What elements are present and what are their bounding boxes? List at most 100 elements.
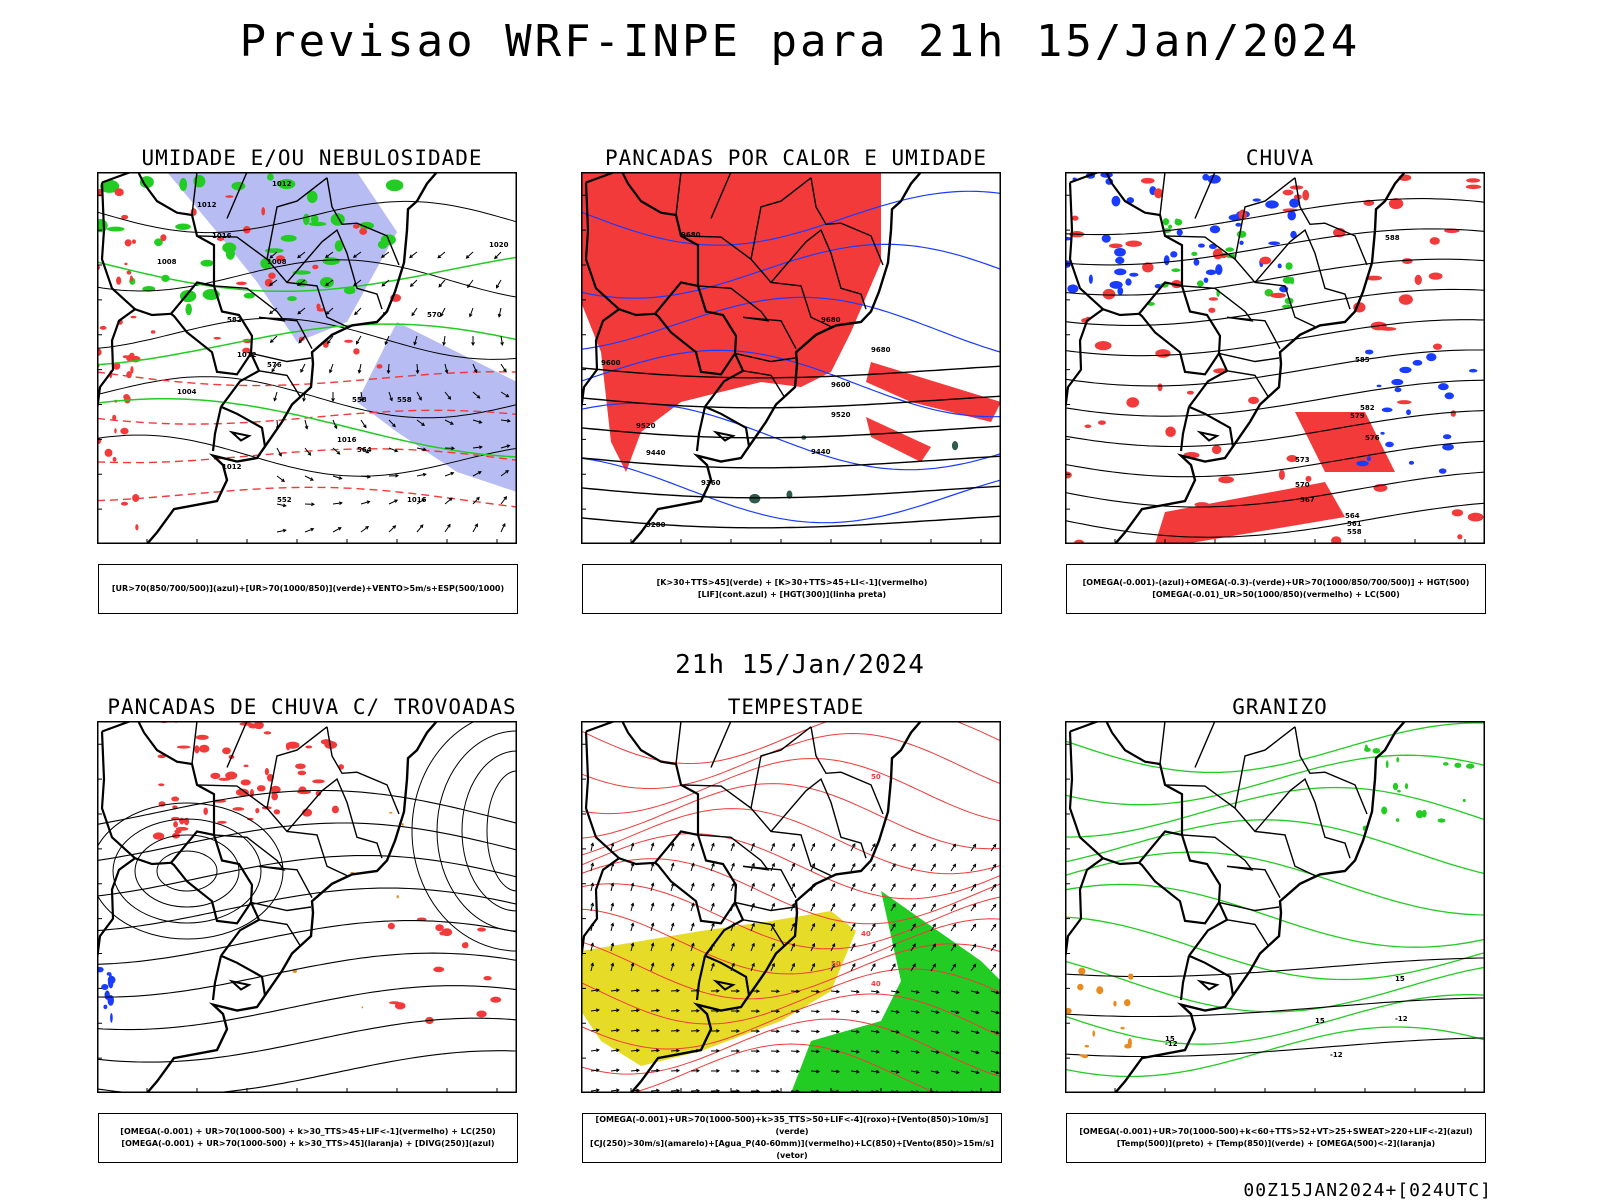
panel-umidade: UMIDADE E/OU NEBULOSIDADE 12S15S18S21S24…: [62, 146, 562, 624]
rain-red-cell: [1098, 420, 1106, 425]
temp850-small-contour: [1381, 807, 1387, 815]
legend-line-2: [Temp(500)](preto) + [Temp(850)](verde) …: [1067, 1138, 1485, 1150]
thickness-red-cell: [312, 265, 318, 270]
rain-red-cell: [1457, 534, 1462, 539]
temp850-small-contour: [1396, 818, 1399, 822]
mid-title: 21h 15/Jan/2024: [0, 650, 1600, 680]
omega500-orange-cell: [1128, 973, 1133, 979]
omega500-orange-cell: [1082, 1054, 1089, 1058]
rain-red-cell: [1126, 397, 1139, 407]
contour-label: 40: [861, 930, 871, 938]
thickness-red-cell: [114, 428, 116, 433]
omega-blue-cell: [1395, 387, 1402, 392]
rain-red-cell: [1429, 273, 1443, 280]
thickness-red-cell: [160, 234, 166, 241]
thickness-red-cell: [130, 316, 136, 319]
thunderstorm-red-cell: [298, 771, 307, 776]
panel-legend: [OMEGA(-0.001)+UR>70(1000-500)+k<60+TTS>…: [1066, 1113, 1486, 1163]
rain-red-cell: [1187, 391, 1194, 395]
rain-red-cell: [1415, 275, 1422, 285]
forecast-map: 12S15S18S21S24S27S30S33S36S39S42S70W65W6…: [1065, 172, 1485, 544]
omega-blue-cell: [1194, 259, 1200, 266]
omega-blue-cell: [1170, 251, 1177, 257]
thickness-red-cell: [353, 224, 360, 229]
thunderstorm-red-cell: [442, 928, 453, 936]
omega-blue-cell: [1409, 461, 1414, 465]
rain-red-cell: [1399, 294, 1413, 304]
thickness-red-cell: [214, 337, 221, 340]
humidity-low-level-cell: [281, 235, 297, 242]
omega-blue-cell: [1177, 229, 1183, 235]
omega500-orange-cell: [1124, 999, 1130, 1006]
omega-blue-cell: [1239, 241, 1243, 245]
omega-blue-cell: [1426, 353, 1436, 361]
thickness-red-cell: [125, 239, 132, 246]
temp850-small-contour: [1396, 757, 1399, 762]
contour-label: 558: [1347, 528, 1362, 536]
legend-line-2: [OMEGA(-0.01)_UR>50(1000/850)(vermelho) …: [1067, 589, 1485, 601]
thickness-red-cell: [121, 215, 128, 219]
orange-cell: [389, 812, 392, 814]
thickness-red-cell: [151, 330, 156, 333]
contour-label: 1012: [272, 180, 292, 188]
omega-blue-cell: [1439, 468, 1447, 473]
contour-label: 564: [357, 446, 372, 454]
panel-granizo: GRANIZO 12S15S18S21S24S27S30S33S36S39S42…: [1030, 695, 1530, 1173]
divergence-blue-cell: [101, 984, 108, 990]
thunderstorm-red-cell: [196, 735, 209, 740]
forecast-map: 12S15S18S21S24S27S30S33S36S39S42S70W65W6…: [581, 172, 1001, 544]
thickness-red-cell: [124, 263, 127, 266]
rain-red-cell: [1466, 185, 1481, 189]
divergence-blue-cell: [103, 1005, 107, 1010]
contour-label: -12: [1330, 1051, 1343, 1059]
omega-blue-cell: [1399, 367, 1411, 373]
temp850-small-contour: [1454, 763, 1461, 768]
orange-cell: [402, 823, 404, 826]
contour-label: 573: [1295, 456, 1310, 464]
omega-green-cell: [1171, 268, 1180, 272]
panel-tempestade: TEMPESTADE 12S15S18S21S24S27S30S33S36S39…: [546, 695, 1046, 1173]
omega-blue-cell: [1102, 234, 1111, 242]
contour-label: 9440: [811, 448, 831, 456]
contour-label: 585: [1355, 356, 1370, 364]
legend-line-2: [CJ(250)>30m/s](amarelo)+[Agua_P(40-60mm…: [583, 1138, 1001, 1162]
legend-line-1: [K>30+TTS>45](verde) + [K>30+TTS>45+LI<-…: [583, 577, 1001, 589]
thunderstorm-red-cell: [295, 764, 306, 769]
rain-red-cell: [1279, 470, 1285, 480]
rain-red-cell: [1433, 343, 1442, 349]
rain-red-cell: [1451, 410, 1456, 417]
contour-label: 1008: [157, 258, 177, 266]
humidity-low-level-cell: [322, 257, 340, 265]
contour-label: 40: [871, 980, 881, 988]
legend-line-1: [OMEGA(-0.001)-(azul)+OMEGA(-0.3)-(verde…: [1067, 577, 1485, 589]
thunderstorm-red-cell: [264, 731, 272, 734]
rain-red-cell: [1212, 445, 1222, 454]
omega-blue-cell: [1265, 200, 1279, 208]
omega-green-cell: [1285, 262, 1292, 270]
contour-label: 561: [1347, 520, 1362, 528]
thickness-red-cell: [105, 449, 113, 457]
contour-label: 9440: [646, 449, 666, 457]
humidity-low-level-cell: [185, 304, 192, 316]
humidity-low-level-cell: [175, 223, 191, 230]
omega-blue-cell: [1443, 434, 1451, 439]
omega-blue-cell: [1114, 268, 1126, 275]
contour-label: 15: [1315, 1017, 1325, 1025]
thunderstorm-red-cell: [199, 745, 209, 753]
rain-red-cell: [1248, 397, 1259, 404]
rain-red-cell: [1155, 349, 1170, 358]
rain-red-cell: [1466, 178, 1480, 182]
contour-label: 1012: [237, 351, 257, 359]
contour-label: 9600: [601, 359, 621, 367]
thunderstorm-red-cell: [433, 967, 444, 973]
omega-blue-cell: [1391, 379, 1403, 385]
humidity-low-level-cell: [200, 260, 213, 267]
thickness-red-cell: [130, 276, 133, 282]
orange-cell: [362, 1006, 364, 1008]
panel-legend: [OMEGA(-0.001) + UR>70(1000-500) + k>30_…: [98, 1113, 518, 1163]
contour-label: 588: [1385, 234, 1400, 242]
rain-red-cell: [1208, 308, 1215, 313]
humidity-low-level-cell: [386, 179, 404, 191]
contour-label: 1016: [337, 436, 357, 444]
thickness-red-cell: [120, 428, 128, 435]
